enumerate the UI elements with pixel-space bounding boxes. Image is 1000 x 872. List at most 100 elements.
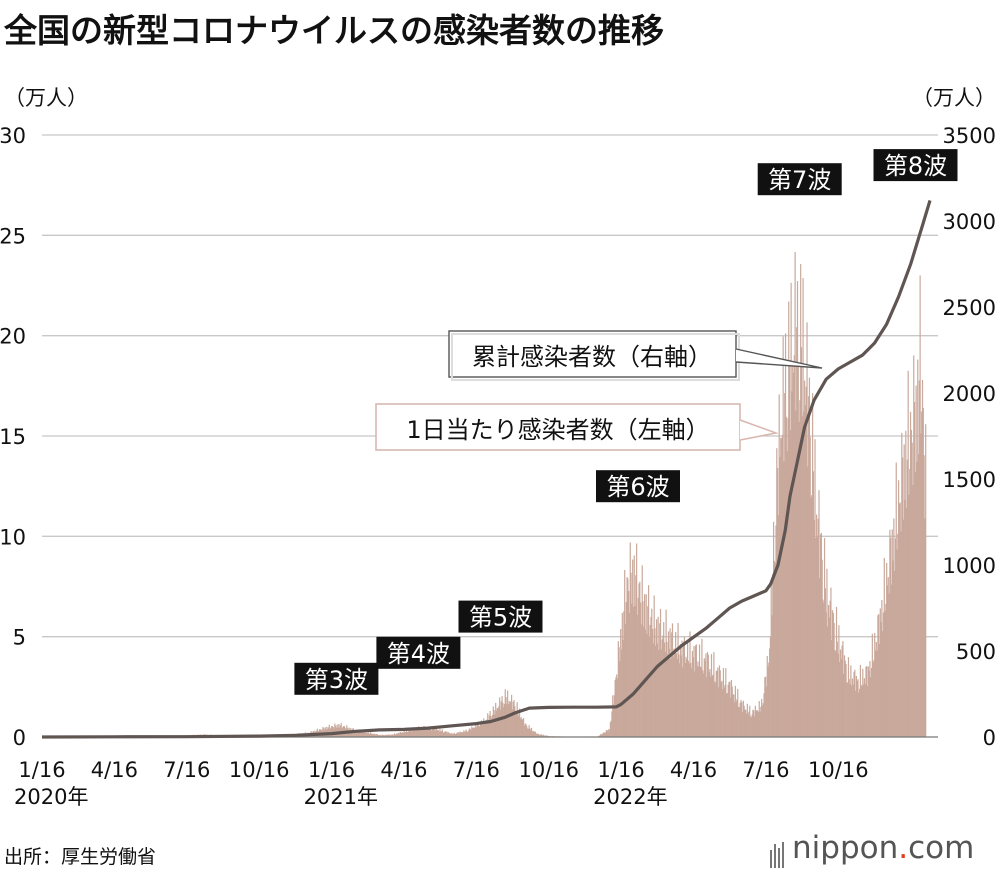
daily-bar	[874, 632, 876, 737]
daily-bar	[862, 668, 864, 737]
daily-bar	[451, 732, 453, 737]
legend-cumulative: 累計感染者数（右軸）	[472, 343, 712, 371]
daily-bar	[816, 536, 818, 737]
daily-bar	[479, 724, 482, 737]
daily-bar	[393, 734, 395, 737]
daily-bar	[708, 671, 710, 737]
daily-bar	[483, 721, 486, 737]
daily-bar	[638, 583, 640, 737]
daily-bar	[668, 648, 670, 737]
daily-bar	[381, 735, 383, 737]
daily-bar	[776, 468, 779, 737]
daily-bar	[462, 732, 464, 737]
daily-bar	[758, 701, 760, 737]
daily-bar	[631, 603, 633, 737]
daily-bar	[808, 377, 811, 737]
daily-bar	[628, 590, 630, 737]
left-tick-label: 10	[0, 525, 26, 549]
daily-bar	[526, 728, 529, 737]
daily-bar	[917, 359, 919, 737]
daily-bar	[522, 718, 525, 737]
daily-bar	[418, 729, 420, 737]
daily-bar	[435, 727, 437, 737]
daily-bar	[862, 684, 865, 737]
daily-bar	[801, 416, 803, 737]
daily-bar	[851, 685, 853, 737]
daily-bar	[856, 680, 858, 737]
daily-bar	[448, 732, 450, 737]
daily-bar	[379, 734, 381, 737]
daily-bar	[648, 637, 650, 737]
daily-bar	[835, 651, 837, 737]
daily-bar	[404, 732, 406, 737]
daily-bar	[899, 502, 901, 737]
daily-bar	[784, 393, 786, 737]
daily-bar	[611, 711, 613, 737]
daily-bar	[773, 561, 775, 737]
daily-bar	[401, 732, 404, 737]
right-tick-label: 1000	[943, 554, 996, 578]
daily-bar	[610, 720, 612, 737]
daily-bar	[738, 707, 740, 737]
daily-bar	[415, 727, 417, 737]
daily-bar	[607, 731, 609, 737]
daily-bar	[903, 444, 905, 737]
daily-bar	[409, 729, 412, 737]
wave-label: 第5波	[469, 604, 532, 632]
daily-bar	[406, 731, 408, 737]
daily-bar	[830, 587, 832, 737]
daily-bar	[722, 668, 725, 737]
daily-bar	[413, 729, 416, 737]
daily-bar	[609, 722, 611, 737]
daily-bar	[387, 734, 389, 737]
daily-bar	[663, 622, 665, 737]
x-tick-label: 7/16	[453, 758, 500, 782]
daily-bar	[752, 709, 754, 737]
daily-bar	[915, 385, 917, 737]
daily-bar	[495, 710, 498, 737]
daily-bar	[475, 723, 477, 737]
daily-bar	[658, 650, 660, 737]
daily-bar	[843, 655, 846, 737]
daily-bar	[670, 658, 672, 737]
daily-bar	[490, 715, 492, 737]
daily-bar	[605, 729, 607, 737]
daily-bar	[419, 729, 421, 737]
daily-bar	[477, 722, 479, 737]
daily-bar	[683, 636, 686, 737]
daily-bar	[324, 727, 326, 737]
daily-bar	[737, 689, 739, 737]
daily-bar	[762, 703, 764, 737]
daily-bar	[640, 624, 643, 737]
daily-bar	[408, 730, 410, 737]
daily-bar	[740, 700, 742, 737]
daily-bar	[659, 623, 661, 737]
daily-bar	[743, 705, 745, 737]
cumulative-line	[41, 199, 932, 739]
daily-bar	[845, 663, 847, 737]
daily-bar	[507, 690, 509, 737]
daily-bar	[502, 702, 504, 737]
daily-bar	[864, 683, 866, 737]
daily-bar	[546, 735, 548, 737]
daily-bar	[823, 602, 825, 737]
daily-bar	[905, 430, 907, 737]
daily-bar	[399, 732, 401, 737]
daily-bar	[867, 666, 869, 737]
daily-bar	[706, 652, 709, 737]
daily-bar	[405, 731, 407, 737]
daily-bar	[542, 735, 544, 737]
daily-bar	[792, 372, 795, 737]
daily-bar	[742, 700, 744, 737]
daily-bar	[421, 727, 424, 737]
daily-bar	[484, 720, 486, 737]
daily-bar	[627, 578, 629, 737]
daily-bar	[632, 606, 635, 737]
daily-bar	[350, 730, 353, 737]
daily-bar	[882, 631, 884, 737]
daily-bar	[630, 572, 632, 737]
daily-bar	[335, 725, 337, 737]
daily-bar	[810, 497, 812, 737]
daily-bar	[729, 681, 731, 737]
